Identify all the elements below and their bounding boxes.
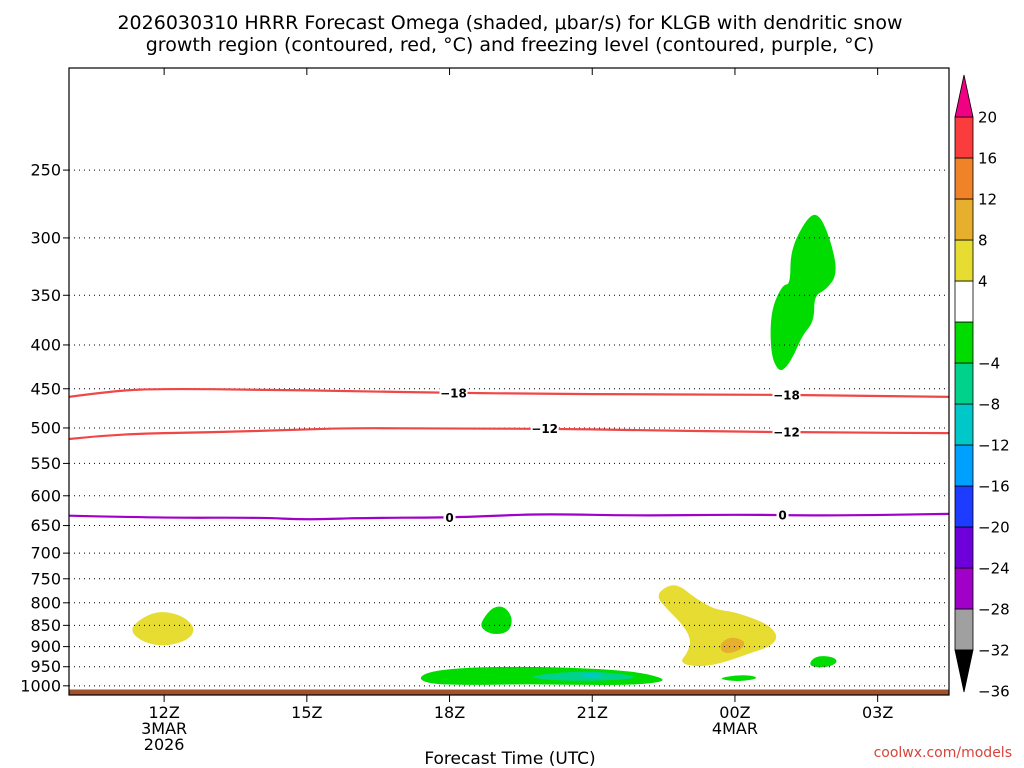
colorbar-bin-1 [954, 608, 974, 651]
y-tick-label-250: 250 [30, 161, 61, 180]
pressure-axis: 250 300 350 400 450 500 550 600 650 700 750 800 850 9… [20, 161, 69, 695]
colorbar-tick-2: 12 [978, 191, 997, 209]
colorbar-bin-2 [954, 567, 974, 610]
colorbar-tick-12: −32 [978, 642, 1010, 660]
contour-line--12 [69, 427, 949, 441]
omega-region-9 [721, 675, 757, 681]
colorbar-tick-4: 4 [978, 273, 988, 291]
x-tick-label-4-0: 00Z [719, 703, 750, 722]
x-tick-label-5-0: 03Z [862, 703, 893, 722]
colorbar-tick-1: 16 [978, 150, 997, 168]
contour-label--12: −12 [531, 422, 558, 436]
terrain-layer [69, 689, 949, 695]
plot-frame [68, 67, 950, 696]
chart-title-line-1: 2026030310 HRRR Forecast Omega (shaded, … [117, 12, 902, 34]
y-tick-label-650: 650 [30, 516, 61, 535]
contour-label--12: −12 [773, 426, 800, 440]
contour-label-bg [772, 387, 801, 402]
contour-label-bg [530, 421, 559, 436]
contour-label-0: 0 [778, 509, 786, 523]
colorbar-tick-13: −36 [978, 683, 1010, 701]
y-tick-label-300: 300 [30, 228, 61, 247]
y-tick-label-500: 500 [30, 418, 61, 437]
contour-label--18: −18 [440, 386, 467, 400]
colorbar-bin-12 [954, 157, 974, 200]
colorbar-bin-6 [954, 403, 974, 446]
colorbar-tick-5: −4 [978, 355, 1000, 373]
x-tick-label-0-1: 3MAR [141, 719, 187, 738]
omega-region-10 [810, 656, 837, 668]
y-tick-label-450: 450 [30, 379, 61, 398]
y-tick-label-400: 400 [30, 335, 61, 354]
x-tick-label-0-2: 2026 [144, 735, 185, 754]
y-tick-label-350: 350 [30, 286, 61, 305]
contour-label-bg [776, 508, 789, 523]
credit-text: coolwx.com/models [874, 745, 1012, 761]
colorbar-bin-9 [954, 280, 974, 323]
colorbar-tick-9: −20 [978, 519, 1010, 537]
colorbar-bin-8 [954, 321, 974, 364]
x-axis-title: Forecast Time (UTC) [424, 749, 595, 768]
colorbar-bin-3 [954, 526, 974, 569]
chart-title-line-2: growth region (contoured, red, °C) and f… [146, 34, 875, 56]
colorbar-tick-3: 8 [978, 232, 988, 250]
y-tick-label-600: 600 [30, 486, 61, 505]
colorbar-tick-6: −8 [978, 396, 1000, 414]
x-tick-label-3-0: 21Z [577, 703, 608, 722]
x-tick-label-1-0: 15Z [291, 703, 322, 722]
colorbar-bottom-arrow [954, 649, 974, 693]
x-tick-label-0-0: 12Z [148, 703, 179, 722]
colorbar-bin-11 [954, 198, 974, 241]
colorbar-tick-11: −28 [978, 601, 1010, 619]
colorbar-top-arrow [954, 74, 974, 118]
omega-region-1 [770, 214, 836, 371]
colorbar-bin-4 [954, 485, 974, 528]
plot-area: −18 −18 −12 −12 0 0 [68, 67, 950, 696]
y-tick-label-1000: 1000 [20, 676, 61, 695]
y-tick-label-800: 800 [30, 593, 61, 612]
omega-region-2 [132, 612, 194, 646]
contour-labels: −18 −18 −12 −12 0 0 [439, 385, 801, 525]
omega-region-8 [580, 673, 605, 677]
omega-region-3 [481, 606, 512, 634]
temperature-contours [69, 387, 949, 521]
y-tick-label-950: 950 [30, 657, 61, 676]
colorbar-tick-8: −16 [978, 478, 1010, 496]
y-tick-label-550: 550 [30, 454, 61, 473]
contour-label--18: −18 [773, 388, 800, 402]
y-tick-label-900: 900 [30, 637, 61, 656]
contour-line--18 [69, 387, 949, 398]
colorbar-bin-5 [954, 444, 974, 487]
colorbar-tick-0: 20 [978, 109, 997, 127]
contour-label-0: 0 [445, 511, 453, 525]
x-tick-label-4-1: 4MAR [712, 719, 758, 738]
contour-label-bg [439, 385, 468, 400]
contour-label-bg [443, 510, 456, 525]
omega-shading [132, 214, 837, 685]
y-tick-label-850: 850 [30, 616, 61, 635]
y-tick-label-700: 700 [30, 544, 61, 563]
contour-label-bg [772, 425, 801, 440]
colorbar-tick-10: −24 [978, 560, 1010, 578]
contour-line-0 [69, 512, 949, 521]
omega-region-4 [658, 585, 777, 667]
colorbar-bin-13 [954, 116, 974, 159]
colorbar-bin-10 [954, 239, 974, 282]
x-tick-label-2-0: 18Z [434, 703, 465, 722]
terrain-surface [69, 689, 949, 695]
colorbar-tick-7: −12 [978, 437, 1010, 455]
omega-region-5 [720, 637, 745, 654]
y-tick-label-750: 750 [30, 569, 61, 588]
colorbar-bin-7 [954, 362, 974, 405]
colorbar: 20 16 12 8 4 −4 −8 −12 −16 −20 −24 −28 −32 −36 [954, 74, 1010, 701]
